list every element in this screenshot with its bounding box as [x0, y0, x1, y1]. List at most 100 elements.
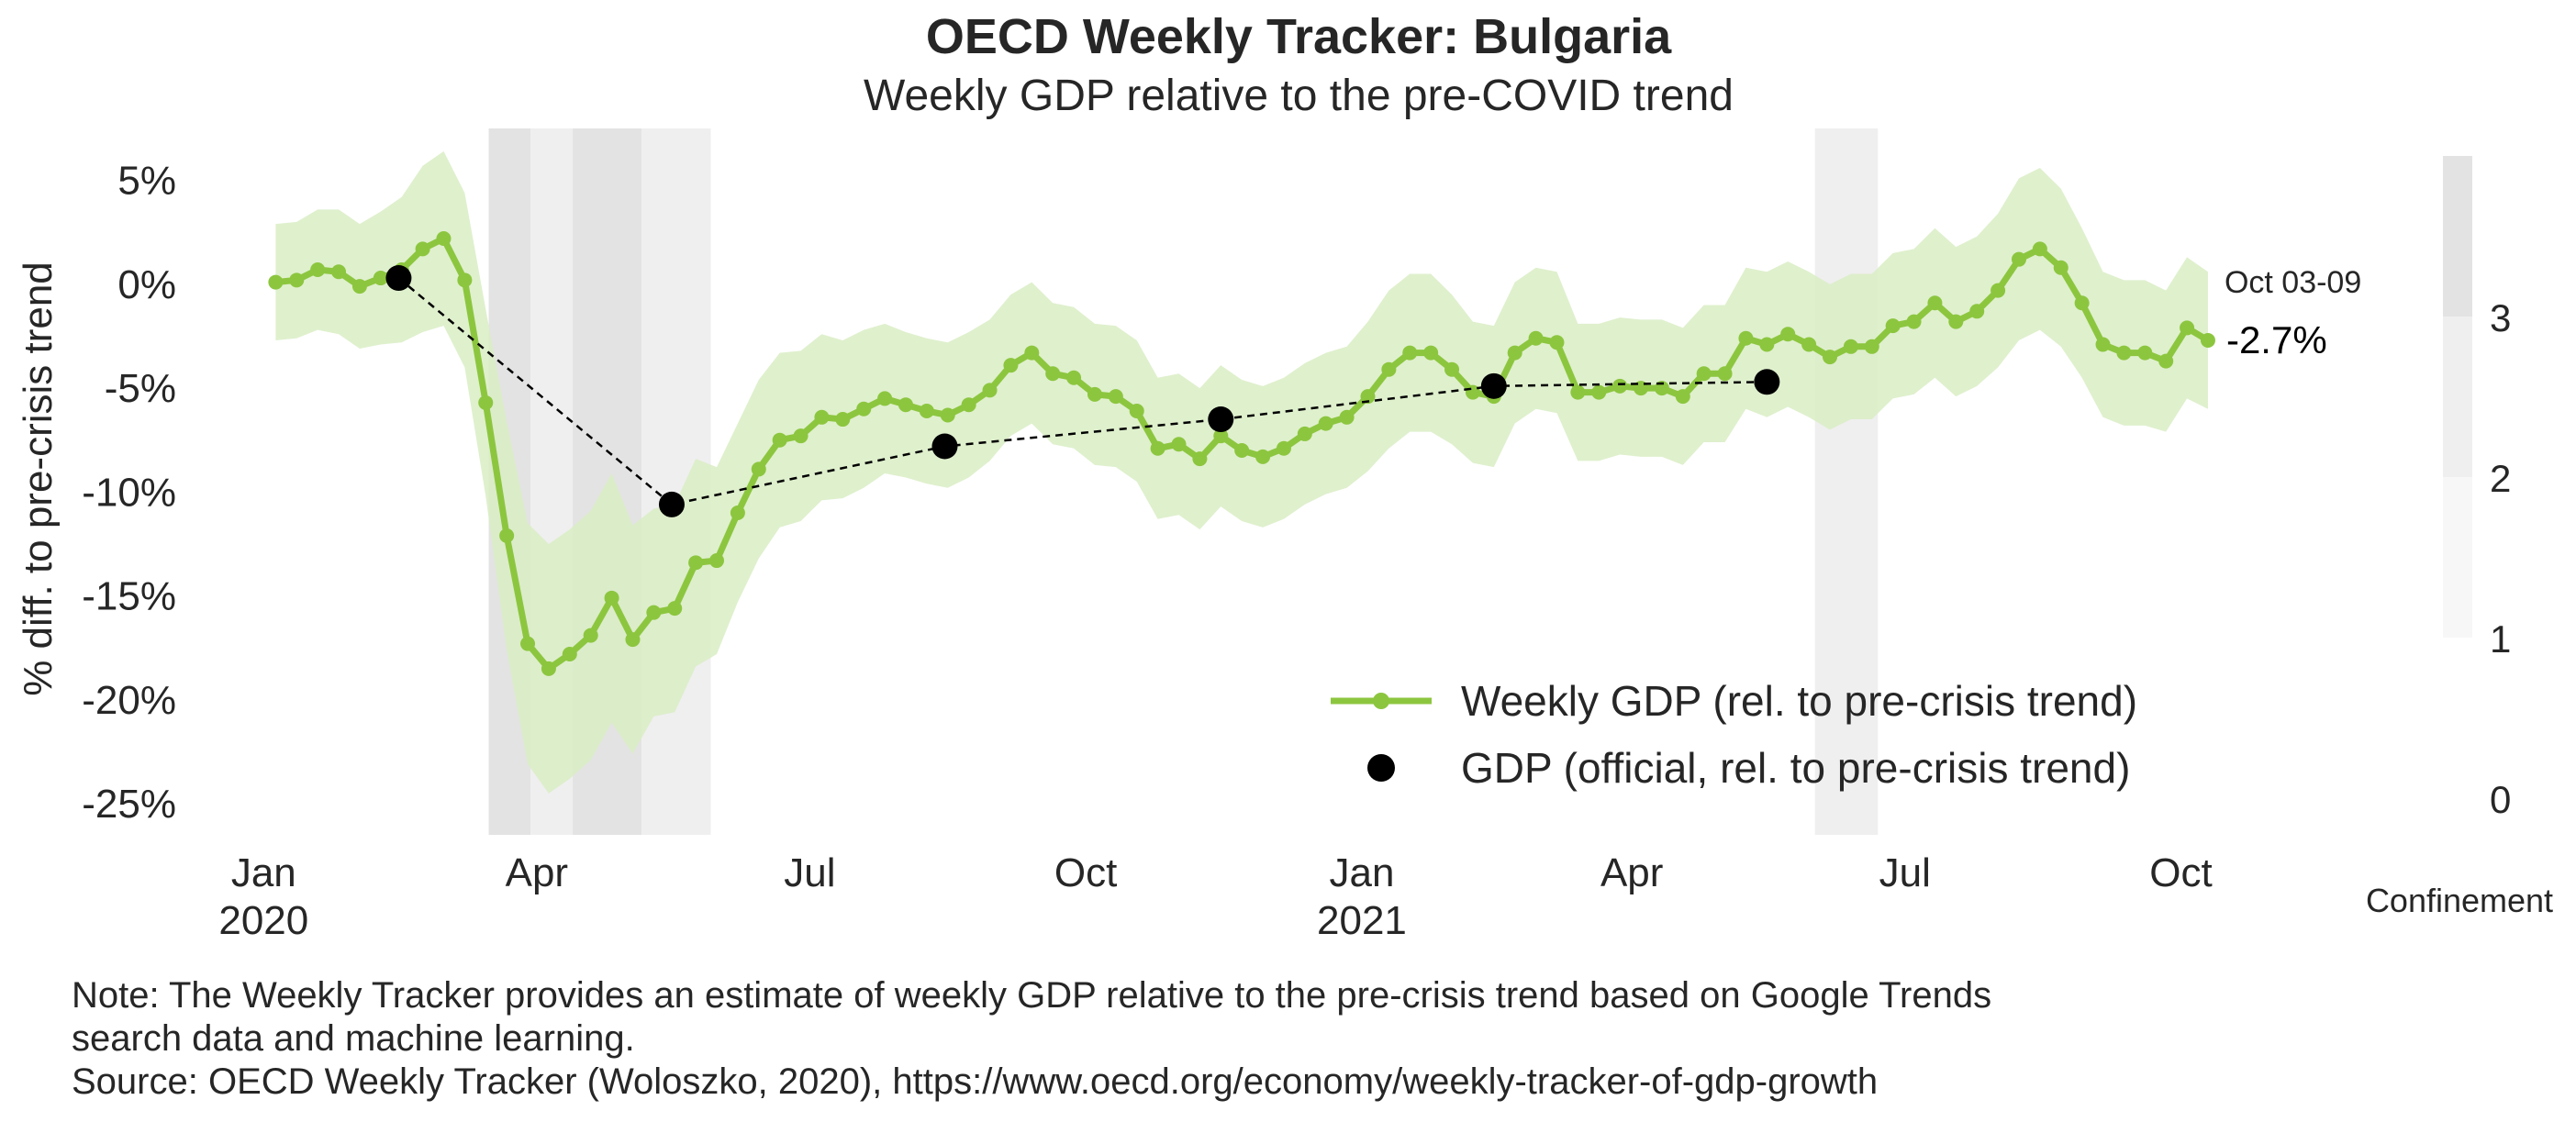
weekly-gdp-point	[835, 412, 851, 428]
weekly-gdp-point	[2137, 345, 2153, 361]
legend-official-marker	[1367, 754, 1395, 782]
weekly-gdp-series	[268, 231, 2215, 676]
weekly-gdp-point	[940, 407, 955, 423]
y-tick-label: 0%	[117, 262, 176, 307]
official-gdp-line	[397, 277, 1768, 506]
weekly-gdp-point	[2095, 337, 2111, 352]
colorbar-segment-1	[2443, 477, 2472, 638]
legend: Weekly GDP (rel. to pre-crisis trend) GD…	[1331, 677, 2137, 792]
weekly-gdp-point	[1339, 409, 1355, 425]
footer-notes: Note: The Weekly Tracker provides an est…	[72, 975, 1991, 1102]
weekly-gdp-point	[1234, 443, 1250, 459]
official-gdp-point	[931, 433, 958, 460]
weekly-gdp-point	[793, 428, 808, 444]
last-value-label: -2.7%	[2226, 318, 2327, 361]
weekly-gdp-point	[289, 272, 305, 288]
weekly-gdp-point	[1360, 389, 1376, 405]
chart-subtitle: Weekly GDP relative to the pre-COVID tre…	[864, 72, 1734, 120]
weekly-gdp-point	[2180, 320, 2195, 336]
weekly-gdp-point	[1003, 358, 1019, 373]
weekly-gdp-point	[688, 555, 704, 571]
y-axis: 5% 0% -5% -10% -15% -20% -25%	[82, 159, 176, 827]
y-tick-label: -10%	[82, 470, 176, 515]
weekly-gdp-point	[1276, 440, 1291, 456]
weekly-gdp-point	[1591, 384, 1607, 400]
weekly-gdp-point	[604, 590, 619, 605]
weekly-gdp-point	[2158, 353, 2174, 369]
weekly-gdp-point	[1759, 337, 1775, 352]
weekly-gdp-point	[478, 394, 494, 410]
weekly-gdp-point	[331, 264, 347, 280]
weekly-gdp-point	[1150, 440, 1165, 456]
weekly-gdp-point	[877, 391, 893, 406]
official-gdp-series	[385, 265, 1780, 517]
weekly-gdp-point	[1213, 428, 1229, 444]
colorbar-tick-2: 2	[2490, 457, 2511, 500]
weekly-gdp-point	[1969, 304, 1985, 319]
x-tick-label: Jul	[1879, 850, 1931, 895]
weekly-gdp-point	[2032, 241, 2047, 257]
weekly-gdp-point	[1822, 350, 1837, 365]
x-tick-label: Apr	[506, 850, 568, 895]
weekly-gdp-point	[2074, 295, 2090, 311]
x-tick-label: Jan	[1329, 850, 1394, 895]
official-gdp-point	[1208, 406, 1234, 433]
weekly-gdp-point	[1381, 361, 1397, 377]
weekly-gdp-point	[1738, 330, 1754, 346]
weekly-gdp-point	[2053, 260, 2069, 275]
weekly-gdp-point	[1864, 339, 1879, 354]
chart-title: OECD Weekly Tracker: Bulgaria	[926, 9, 1672, 64]
weekly-gdp-point	[562, 646, 577, 661]
weekly-gdp-point	[961, 397, 976, 413]
x-tick-year-label: 2020	[218, 898, 308, 943]
weekly-gdp-point	[1801, 337, 1817, 352]
source-line: Source: OECD Weekly Tracker (Woloszko, 2…	[72, 1061, 1878, 1102]
y-axis-label: % diff. to pre-crisis trend	[16, 261, 61, 696]
colorbar-tick-1: 1	[2490, 617, 2511, 661]
official-gdp-point	[1480, 372, 1507, 399]
weekly-gdp-point	[1570, 384, 1586, 400]
weekly-gdp-point	[898, 397, 913, 413]
colorbar-segment-2	[2443, 317, 2472, 477]
weekly-gdp-point	[1087, 386, 1102, 402]
colorbar-tick-0: 0	[2490, 778, 2511, 821]
weekly-gdp-point	[1843, 339, 1858, 354]
confinement-band-4	[1814, 128, 1879, 835]
weekly-gdp-point	[310, 262, 326, 277]
confidence-band	[275, 150, 2208, 794]
weekly-gdp-point	[730, 505, 745, 520]
legend-official-label: GDP (official, rel. to pre-crisis trend)	[1461, 744, 2130, 792]
x-tick-label: Oct	[2149, 850, 2212, 895]
weekly-gdp-point	[436, 231, 452, 247]
weekly-gdp-point	[1297, 426, 1312, 441]
weekly-gdp-point	[1423, 345, 1439, 361]
weekly-gdp-point	[1045, 366, 1061, 382]
weekly-gdp-point	[520, 636, 536, 651]
note-line-2: search data and machine learning.	[72, 1018, 635, 1059]
x-tick-label: Jan	[231, 850, 296, 895]
weekly-gdp-point	[1171, 437, 1187, 452]
weekly-gdp-point	[1192, 451, 1208, 467]
weekly-gdp-point	[1129, 404, 1144, 418]
legend-weekly-marker	[1373, 693, 1389, 709]
official-gdp-point	[1754, 369, 1780, 395]
weekly-gdp-point	[1402, 345, 1418, 361]
weekly-gdp-point	[772, 432, 787, 448]
weekly-gdp-point	[856, 401, 872, 417]
last-date-label: Oct 03-09	[2225, 265, 2361, 300]
weekly-gdp-point	[1318, 416, 1333, 431]
weekly-gdp-point	[1885, 318, 1901, 334]
weekly-gdp-point	[751, 461, 766, 477]
y-tick-label: -25%	[82, 782, 176, 827]
last-point-annotation: Oct 03-09 -2.7%	[2225, 265, 2361, 361]
x-tick-label: Jul	[784, 850, 835, 895]
weekly-gdp-point	[2116, 345, 2132, 361]
weekly-gdp-point	[373, 271, 388, 286]
official-gdp-point	[385, 265, 412, 292]
weekly-gdp-point	[1717, 366, 1733, 382]
legend-weekly-label: Weekly GDP (rel. to pre-crisis trend)	[1461, 677, 2137, 725]
weekly-gdp-point	[1528, 330, 1544, 346]
weekly-gdp-point	[1991, 283, 2006, 298]
weekly-gdp-point	[667, 601, 683, 617]
y-tick-label: 5%	[117, 159, 176, 204]
